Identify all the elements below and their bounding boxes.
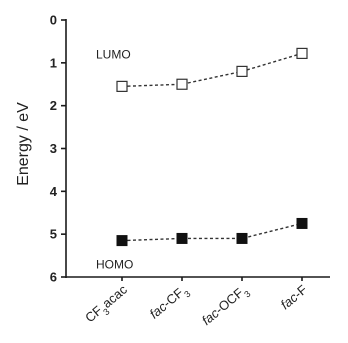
y-tick-label: 1 — [50, 55, 57, 70]
series-lumo — [116, 47, 308, 92]
x-category-label: fac-F — [278, 282, 310, 313]
data-point-filled-square — [236, 232, 248, 244]
data-point-filled-square — [296, 217, 308, 229]
data-point-open-square — [176, 78, 188, 90]
annotation-label: HOMO — [96, 258, 133, 272]
y-tick-label: 0 — [50, 13, 57, 28]
x-category-label: fac-OCF3 — [199, 282, 253, 331]
data-point-open-square — [236, 65, 248, 78]
y-tick-label: 6 — [50, 270, 57, 285]
x-category-label: CF3acac — [82, 281, 133, 328]
y-tick-label: 2 — [50, 98, 57, 113]
y-tick-label: 3 — [50, 141, 57, 156]
series-line — [121, 52, 303, 88]
y-axis-title: Energy / eV — [15, 102, 32, 186]
annotation-label: LUMO — [96, 47, 131, 61]
data-series — [116, 47, 308, 247]
x-category-label: fac-CF3 — [147, 282, 193, 325]
data-point-open-square — [296, 47, 308, 60]
data-point-open-square — [116, 80, 128, 92]
data-point-filled-square — [176, 232, 188, 244]
data-point-filled-square — [116, 235, 128, 247]
series-homo — [116, 217, 308, 247]
series-line — [121, 222, 303, 242]
y-tick-label: 5 — [50, 227, 57, 242]
y-tick-label: 4 — [50, 184, 58, 199]
y-ticks: 0 1 2 3 4 5 6 — [50, 13, 66, 285]
annotations: LUMO HOMO — [96, 47, 133, 271]
